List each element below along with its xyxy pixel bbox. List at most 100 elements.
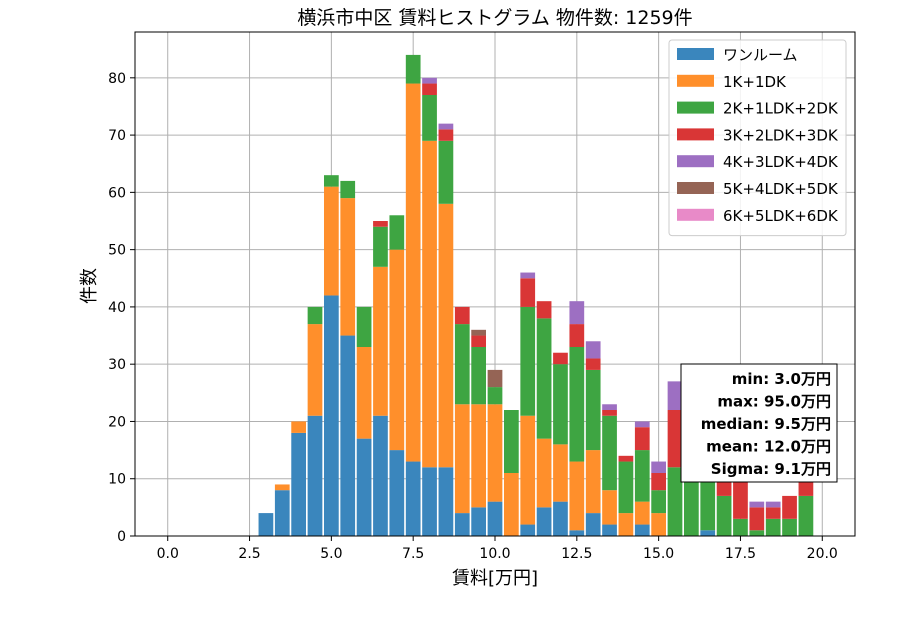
bar-1-12 [454, 404, 470, 514]
bar-3-24 [651, 473, 666, 491]
legend-swatch-6 [677, 208, 714, 221]
bar-1-20 [585, 450, 601, 514]
y-tick-label-0: 0 [117, 529, 126, 545]
bar-0-0 [258, 513, 274, 536]
bar-1-7 [373, 266, 388, 416]
bar-2-28 [716, 495, 732, 536]
x-tick-label-2: 5.0 [320, 546, 342, 562]
legend-label-6: 6K+5LDK+6DK [723, 207, 839, 225]
bar-2-5 [340, 180, 356, 199]
bar-0-21 [602, 524, 617, 536]
bar-0-3 [307, 415, 323, 536]
bar-2-3 [307, 306, 323, 325]
bar-1-5 [340, 198, 356, 336]
bar-2-9 [405, 54, 421, 84]
bar-0-20 [585, 513, 601, 536]
bar-3-20 [585, 358, 601, 370]
bar-3-12 [454, 306, 470, 325]
stats-line-3: mean: 12.0万円 [706, 438, 831, 456]
bar-4-23 [634, 421, 650, 428]
bar-1-23 [634, 501, 650, 525]
bar-2-25 [667, 467, 683, 536]
stats-line-0: min: 3.0万円 [732, 370, 831, 388]
bar-3-22 [618, 455, 634, 462]
legend-swatch-0 [677, 48, 714, 60]
x-tick-label-0: 0.0 [157, 546, 179, 562]
bar-1-21 [602, 490, 617, 525]
bar-4-21 [602, 404, 617, 410]
x-tick-label-6: 15.0 [643, 546, 674, 562]
bar-3-16 [520, 278, 536, 307]
legend-swatch-1 [677, 74, 714, 87]
bar-2-31 [765, 518, 781, 536]
x-tick-label-4: 10.0 [479, 546, 510, 562]
x-tick-label-5: 12.5 [561, 546, 592, 562]
y-tick-label-3: 30 [108, 357, 126, 373]
bar-0-7 [373, 415, 388, 536]
bar-2-32 [782, 518, 797, 536]
bar-1-6 [356, 347, 372, 439]
bar-0-18 [553, 501, 568, 536]
bar-2-30 [749, 530, 765, 536]
stats-box-frame [680, 363, 838, 483]
bar-1-22 [618, 513, 634, 536]
bar-4-20 [585, 341, 601, 359]
bar-3-10 [422, 83, 437, 95]
bar-5-13 [471, 329, 486, 336]
bar-1-9 [405, 83, 421, 462]
bar-4-25 [667, 381, 683, 410]
x-tick-label-7: 17.5 [725, 546, 756, 562]
bar-4-16 [520, 272, 536, 279]
bar-0-13 [471, 507, 486, 536]
bar-2-4 [324, 175, 339, 187]
legend-label-2: 2K+1LDK+2DK [723, 100, 839, 118]
bar-5-14 [487, 369, 503, 388]
stats-line-1: max: 95.0万円 [717, 393, 831, 411]
y-tick-label-2: 20 [108, 414, 126, 430]
bar-3-30 [749, 507, 765, 531]
legend-swatch-5 [677, 182, 714, 194]
y-tick-label-5: 50 [108, 243, 126, 259]
stats-box: min: 3.0万円 max: 95.0万円 median: 9.5万円 mean: … [680, 363, 838, 483]
chart-title: 横浜市中区 賃料ヒストグラム 物件数: 1259件 [297, 7, 692, 29]
bar-3-7 [373, 221, 388, 227]
bar-2-10 [422, 95, 437, 141]
bar-2-7 [373, 226, 388, 267]
bar-0-17 [536, 507, 552, 536]
bar-2-26 [684, 467, 699, 536]
y-tick-label-4: 40 [108, 300, 126, 316]
bar-3-13 [471, 335, 486, 347]
y-axis-label: 件数 [79, 268, 100, 304]
bar-2-19 [569, 347, 585, 462]
bar-0-5 [340, 335, 356, 536]
bar-0-23 [634, 524, 650, 536]
bar-2-20 [585, 369, 601, 451]
bar-1-8 [389, 249, 405, 451]
x-tick-label-3: 7.5 [402, 546, 424, 562]
bar-2-11 [438, 140, 454, 204]
bar-2-29 [733, 518, 748, 536]
bar-3-21 [602, 410, 617, 416]
bar-2-13 [471, 347, 486, 405]
bar-0-1 [274, 490, 290, 536]
bar-3-11 [438, 129, 454, 141]
bar-1-4 [324, 186, 339, 296]
bar-2-24 [651, 490, 666, 514]
bar-2-23 [634, 450, 650, 502]
bar-1-13 [471, 404, 486, 508]
bar-4-11 [438, 123, 454, 130]
bar-1-2 [291, 421, 306, 433]
legend-label-0: ワンルーム [723, 46, 798, 64]
y-axis-ticks: 0 10 20 30 40 50 60 70 80 [108, 71, 135, 545]
y-tick-label-8: 80 [108, 71, 126, 87]
legend-label-5: 5K+4LDK+5DK [723, 180, 839, 198]
y-tick-label-6: 60 [108, 185, 126, 201]
bar-1-16 [520, 415, 536, 525]
legend-swatch-4 [677, 155, 714, 168]
bar-2-33 [798, 495, 814, 536]
bar-0-14 [487, 501, 503, 536]
bar-0-27 [700, 530, 716, 536]
bar-1-18 [553, 444, 568, 502]
bar-1-14 [487, 404, 503, 502]
